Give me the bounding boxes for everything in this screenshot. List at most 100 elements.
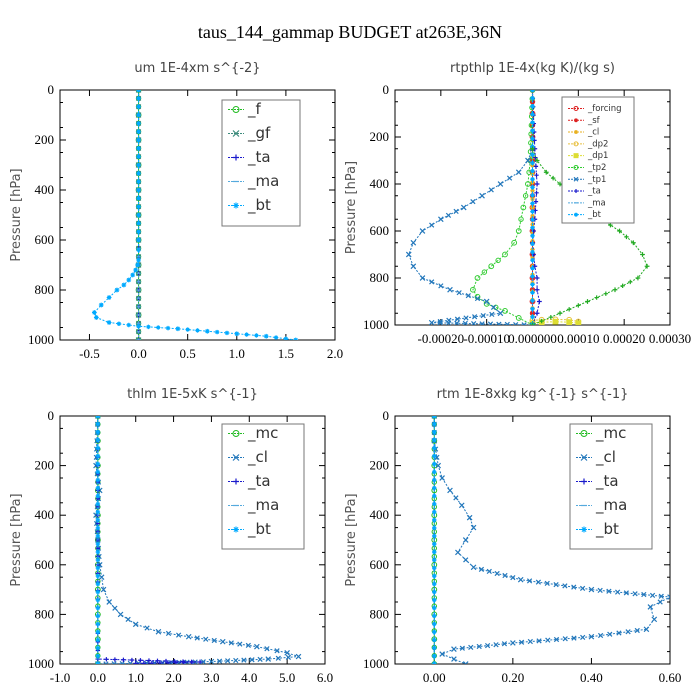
x-tick-label: 0.00010 xyxy=(557,331,599,346)
data-point xyxy=(435,462,442,469)
data-point xyxy=(112,657,118,662)
data-point xyxy=(534,310,540,316)
data-point xyxy=(502,308,508,314)
data-point xyxy=(534,275,540,281)
y-axis-label: Pressure [hPa] xyxy=(344,493,359,586)
data-point xyxy=(644,263,650,269)
data-point xyxy=(525,181,531,187)
data-point xyxy=(165,325,171,331)
data-point xyxy=(429,222,435,228)
data-point xyxy=(136,257,141,263)
x-tick-label: 2.0 xyxy=(327,346,343,361)
x-tick-label: 0.00020 xyxy=(603,331,645,346)
data-point xyxy=(175,632,182,638)
y-tick-label: 400 xyxy=(35,507,55,522)
legend-marker xyxy=(580,430,588,437)
data-point xyxy=(535,579,542,585)
data-point xyxy=(530,311,535,316)
data-point xyxy=(106,320,112,325)
data-point xyxy=(437,320,443,325)
y-tick-label: 0 xyxy=(383,408,390,423)
data-point xyxy=(597,587,603,594)
data-point xyxy=(136,204,141,209)
y-tick-label: 600 xyxy=(35,557,55,572)
y-tick-label: 600 xyxy=(35,232,55,247)
data-point xyxy=(233,657,239,664)
data-point xyxy=(95,533,101,539)
data-point xyxy=(530,298,535,303)
legend-label: _bt xyxy=(595,520,619,539)
data-point xyxy=(530,176,535,182)
data-point xyxy=(136,179,141,184)
x-tick-label: 1.0 xyxy=(229,346,245,361)
x-tick-label: 5.0 xyxy=(279,670,295,685)
chart-panel-4: rtm 1E-8xkg kg^{-1} s^{-1} 0 200 400 600 800 1… xyxy=(344,387,681,685)
data-point xyxy=(133,661,139,664)
legend-marker xyxy=(232,130,240,137)
data-point xyxy=(136,187,141,193)
data-point xyxy=(136,221,141,226)
legend-marker xyxy=(232,106,240,113)
data-point xyxy=(658,593,664,599)
data-point xyxy=(445,212,452,218)
legend-marker xyxy=(232,454,240,461)
panel-title: rtpthlp 1E-4x(kg K)/(kg s) xyxy=(450,61,615,76)
data-point xyxy=(136,129,141,134)
data-point xyxy=(533,164,539,169)
data-point xyxy=(478,566,485,572)
data-point xyxy=(275,655,281,661)
data-point xyxy=(432,477,437,483)
legend: _forcing _sf _cl_dp2 _dp1 _tp2 _tp1 _ta_ma _bt xyxy=(561,96,635,224)
data-point xyxy=(181,660,187,664)
data-point xyxy=(566,307,572,312)
x-tick-label: 0.000000 xyxy=(508,331,557,346)
data-point xyxy=(91,310,97,315)
data-point xyxy=(614,589,621,595)
data-point xyxy=(106,295,112,300)
data-point xyxy=(530,201,535,206)
data-point xyxy=(649,592,656,599)
y-tick-label: 1000 xyxy=(28,656,54,671)
data-point xyxy=(100,586,107,593)
data-point xyxy=(432,493,437,499)
data-point xyxy=(616,630,622,636)
data-point xyxy=(624,234,629,240)
data-point xyxy=(241,657,247,663)
data-point xyxy=(432,589,437,595)
data-point xyxy=(245,642,251,649)
data-point xyxy=(453,208,459,215)
data-point xyxy=(580,634,586,641)
data-point xyxy=(495,257,501,264)
data-point xyxy=(432,629,437,635)
data-point xyxy=(141,661,146,664)
data-point xyxy=(95,469,101,475)
data-point xyxy=(432,597,437,603)
y-tick-label: 800 xyxy=(370,606,390,621)
data-point xyxy=(530,185,535,190)
data-point xyxy=(157,660,163,664)
data-point xyxy=(136,146,141,151)
data-point xyxy=(136,96,141,101)
data-point xyxy=(103,661,109,664)
data-point xyxy=(447,286,453,293)
data-point xyxy=(487,321,494,325)
data-point xyxy=(522,193,529,199)
data-point xyxy=(95,493,101,499)
data-point xyxy=(494,570,500,577)
data-point xyxy=(515,169,522,176)
data-point xyxy=(143,660,150,664)
data-point xyxy=(136,104,141,109)
legend-label: _cl xyxy=(247,448,268,467)
x-tick-label: 0.00 xyxy=(423,670,446,685)
plot-frame xyxy=(59,89,336,341)
data-point xyxy=(496,321,502,325)
data-point xyxy=(432,525,437,531)
panel-title: um 1E-4xm s^{-2} xyxy=(134,61,260,76)
x-tick-label: 0.60 xyxy=(659,670,682,685)
data-point xyxy=(548,314,554,320)
data-point xyxy=(530,163,535,168)
data-point xyxy=(534,172,539,178)
data-point xyxy=(129,657,135,663)
data-point xyxy=(95,477,101,483)
data-point xyxy=(576,303,581,308)
